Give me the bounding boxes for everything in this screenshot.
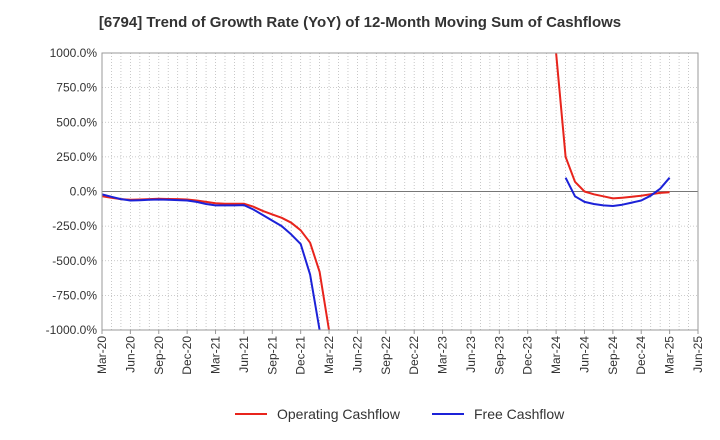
legend: Operating Cashflow Free Cashflow [235, 406, 565, 422]
chart-title: [6794] Trend of Growth Rate (YoY) of 12-… [98, 14, 622, 31]
x-tick-labels: Mar-20 Jun-20 Sep-20 Dec-20 Mar-21 Jun-21 Sep-… [95, 330, 705, 375]
x-tick-label: Dec-24 [634, 336, 648, 375]
x-tick-label: Jun-25 [691, 336, 705, 373]
series-layer [102, 53, 671, 330]
x-tick-label: Dec-23 [521, 336, 535, 375]
x-tick-label: Jun-20 [123, 336, 137, 373]
y-tick-label: 1000.0% [50, 46, 98, 60]
x-tick-label: Sep-21 [265, 336, 279, 375]
x-tick-label: Jun-24 [577, 336, 591, 373]
x-tick-label: Mar-25 [663, 336, 677, 374]
y-tick-label: 500.0% [56, 115, 97, 129]
y-tick-label: -1000.0% [46, 323, 98, 337]
x-tick-label: Mar-20 [95, 336, 109, 374]
x-tick-label: Dec-22 [407, 336, 421, 375]
y-tick-label: -500.0% [52, 254, 97, 268]
series-line-operating-cashflow [555, 53, 670, 200]
plot-frame [101, 52, 699, 331]
legend-label-operating-cashflow: Operating Cashflow [277, 406, 401, 422]
y-tick-label: -750.0% [52, 288, 97, 302]
x-tick-label: Sep-24 [606, 336, 620, 375]
x-tick-label: Mar-23 [436, 336, 450, 374]
y-tick-labels: 1000.0% 750.0% 500.0% 250.0% 0.0% -250.0% -500… [46, 46, 98, 337]
y-tick-label: 0.0% [70, 185, 98, 199]
x-tick-label: Sep-22 [379, 336, 393, 375]
x-tick-label: Dec-20 [180, 336, 194, 375]
x-tick-label: Jun-21 [237, 336, 251, 373]
y-tick-label: 750.0% [56, 81, 97, 95]
series-line-free-cashflow [102, 193, 321, 330]
legend-label-free-cashflow: Free Cashflow [474, 406, 565, 422]
x-tick-label: Jun-22 [350, 336, 364, 373]
x-tick-label: Dec-21 [294, 336, 308, 375]
grid-layer [101, 52, 699, 331]
x-tick-label: Sep-23 [492, 336, 506, 375]
y-tick-label: 250.0% [56, 150, 97, 164]
series-line-free-cashflow [564, 177, 671, 207]
x-tick-label: Mar-21 [209, 336, 223, 374]
x-tick-label: Mar-24 [549, 336, 563, 374]
y-tick-label: -250.0% [52, 219, 97, 233]
x-tick-label: Mar-22 [322, 336, 336, 374]
x-tick-label: Sep-20 [152, 336, 166, 375]
x-tick-label: Jun-23 [464, 336, 478, 373]
